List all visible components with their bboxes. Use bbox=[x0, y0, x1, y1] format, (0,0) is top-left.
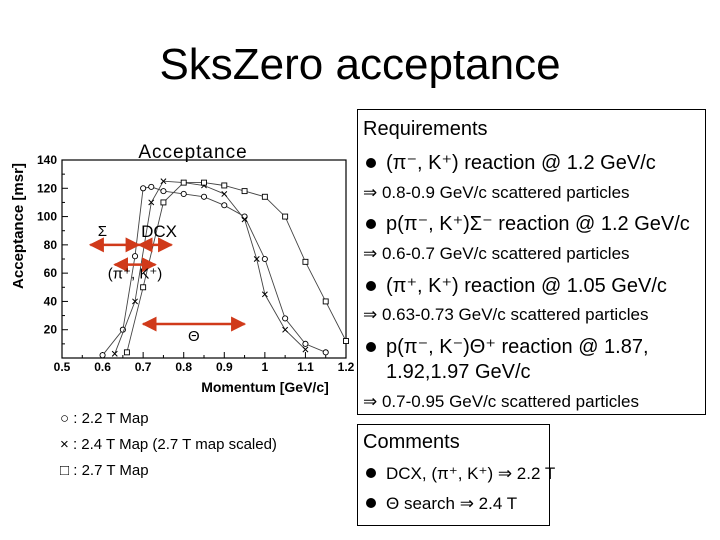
bullet-icon bbox=[366, 342, 376, 352]
y-tick-label: 120 bbox=[37, 181, 57, 195]
y-tick-label: 60 bbox=[44, 266, 58, 280]
annotation-label: Θ bbox=[188, 328, 200, 345]
data-point-circle bbox=[180, 190, 187, 197]
data-point-circle bbox=[200, 193, 208, 200]
x-tick-label: 0.9 bbox=[216, 360, 233, 374]
x-tick-label: 1 bbox=[262, 360, 269, 374]
data-point-circle bbox=[160, 188, 167, 195]
square-marker-icon: □ bbox=[60, 462, 70, 479]
data-point-circle bbox=[261, 255, 268, 263]
data-point-circle bbox=[302, 340, 309, 347]
bullet-icon bbox=[366, 468, 376, 478]
comments-heading: Comments bbox=[363, 431, 460, 453]
data-point-cross bbox=[221, 190, 228, 197]
requirements-box bbox=[357, 109, 706, 415]
requirement-text: p(π⁻, K⁺)Σ⁻ reaction @ 1.2 GeV/c bbox=[386, 213, 690, 235]
x-tick-label: 0.5 bbox=[54, 360, 71, 374]
requirement-text: (π⁻, K⁺) reaction @ 1.2 GeV/c bbox=[386, 152, 656, 174]
bullet-icon bbox=[366, 158, 376, 168]
data-point-cross bbox=[302, 346, 309, 353]
data-point-square bbox=[123, 349, 130, 356]
data-point-cross bbox=[132, 298, 138, 305]
legend-item-2-4T: × : 2.4 T Map (2.7 T map scaled) bbox=[60, 436, 277, 453]
data-point-circle bbox=[140, 185, 147, 192]
circle-marker-icon: ○ bbox=[60, 410, 70, 427]
requirements-heading: Requirements bbox=[363, 118, 488, 140]
x-tick-label: 0.6 bbox=[94, 360, 111, 374]
comment-item-1: DCX, (π⁺, K⁺) ⇒ 2.2 T bbox=[366, 464, 555, 484]
data-point-cross bbox=[282, 326, 289, 333]
data-point-cross bbox=[160, 178, 167, 185]
annotation-label: DCX bbox=[141, 222, 177, 241]
series-line-cross bbox=[114, 180, 306, 354]
x-tick-label: 0.8 bbox=[175, 360, 192, 374]
legend-text: : 2.7 T Map bbox=[73, 462, 149, 479]
legend-text: : 2.2 T Map bbox=[73, 410, 149, 427]
chart-x-axis-label: Momentum [GeV/c] bbox=[201, 379, 329, 395]
y-tick-label: 20 bbox=[44, 323, 58, 337]
bullet-icon bbox=[366, 281, 376, 291]
slide-title: SksZero acceptance bbox=[159, 40, 561, 89]
bullet-icon bbox=[366, 498, 376, 508]
comment-item-2: Θ search ⇒ 2.4 T bbox=[366, 494, 517, 514]
data-point-square bbox=[201, 179, 207, 186]
data-point-square bbox=[180, 179, 187, 186]
y-tick-label: 100 bbox=[37, 210, 57, 224]
y-tick-label: 140 bbox=[37, 153, 57, 167]
data-point-circle bbox=[221, 202, 228, 209]
requirement-sub-1: ⇒ 0.8-0.9 GeV/c scattered particles bbox=[363, 183, 630, 202]
chart-y-axis-label: Acceptance [msr] bbox=[10, 163, 27, 289]
chart-title: Acceptance bbox=[138, 142, 247, 163]
data-point-cross bbox=[111, 350, 118, 357]
requirement-item-3: (π⁺, K⁺) reaction @ 1.05 GeV/c bbox=[366, 273, 667, 298]
cross-marker-icon: × bbox=[60, 436, 69, 453]
data-point-circle bbox=[282, 315, 289, 322]
data-point-square bbox=[140, 284, 147, 291]
comment-text: DCX, (π⁺, K⁺) ⇒ 2.2 T bbox=[386, 464, 556, 483]
data-point-circle bbox=[148, 183, 155, 190]
data-point-square bbox=[282, 213, 289, 220]
series-line-square bbox=[126, 182, 347, 353]
data-point-circle bbox=[322, 349, 329, 356]
requirement-sub-4: ⇒ 0.7-0.95 GeV/c scattered particles bbox=[363, 392, 639, 411]
x-tick-label: 1.1 bbox=[297, 360, 314, 374]
comment-text: Θ search ⇒ 2.4 T bbox=[386, 494, 518, 513]
data-point-square bbox=[261, 193, 268, 200]
x-tick-label: 1.2 bbox=[338, 360, 355, 374]
annotation-label: Σ bbox=[98, 223, 107, 240]
x-tick-label: 0.7 bbox=[135, 360, 152, 374]
requirement-item-4-cont: 1.92,1.97 GeV/c bbox=[386, 361, 531, 383]
data-point-circle bbox=[131, 253, 139, 260]
data-point-cross bbox=[148, 199, 155, 206]
acceptance-chart: Acceptance Acceptance [msr] Momentum [Ge… bbox=[10, 142, 355, 395]
data-point-square bbox=[160, 199, 167, 206]
comments-box bbox=[357, 424, 550, 526]
legend-item-2-2T: ○ : 2.2 T Map bbox=[60, 410, 149, 427]
requirement-sub-3: ⇒ 0.63-0.73 GeV/c scattered particles bbox=[363, 305, 649, 324]
legend-item-2-7T: □ : 2.7 T Map bbox=[60, 462, 149, 479]
requirement-sub-2: ⇒ 0.6-0.7 GeV/c scattered particles bbox=[363, 244, 630, 263]
requirement-item-4: p(π⁻, K⁻)Θ⁺ reaction @ 1.87, bbox=[366, 334, 649, 359]
data-point-square bbox=[322, 298, 329, 305]
data-point-square bbox=[241, 188, 248, 195]
data-point-cross bbox=[241, 216, 248, 223]
data-point-square bbox=[302, 258, 309, 265]
bullet-icon bbox=[366, 219, 376, 229]
data-point-circle bbox=[99, 352, 106, 359]
annotation-label: (π⁺, K⁺) bbox=[108, 266, 163, 283]
requirement-item-1: (π⁻, K⁺) reaction @ 1.2 GeV/c bbox=[366, 150, 656, 175]
data-point-square bbox=[221, 182, 228, 189]
data-point-cross bbox=[261, 291, 268, 298]
data-point-square bbox=[343, 338, 349, 344]
y-tick-label: 80 bbox=[44, 238, 58, 252]
requirement-text: (π⁺, K⁺) reaction @ 1.05 GeV/c bbox=[386, 275, 667, 297]
y-tick-label: 40 bbox=[44, 294, 58, 308]
data-point-cross bbox=[253, 256, 260, 262]
requirement-text: p(π⁻, K⁻)Θ⁺ reaction @ 1.87, bbox=[386, 336, 649, 358]
legend-text: : 2.4 T Map (2.7 T map scaled) bbox=[72, 436, 277, 453]
requirement-item-2: p(π⁻, K⁺)Σ⁻ reaction @ 1.2 GeV/c bbox=[366, 211, 690, 236]
